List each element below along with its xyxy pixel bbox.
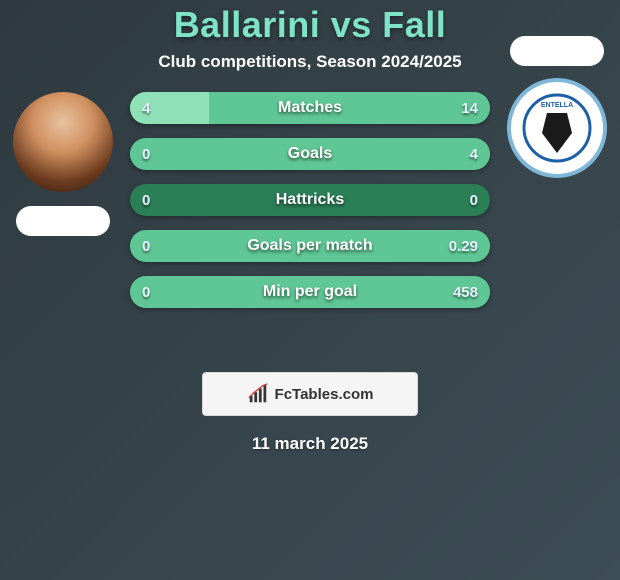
- stat-bars: 414Matches 04Goals 00Hattricks 00.29Goals p…: [130, 92, 490, 308]
- right-player-column: ENTELLA: [502, 138, 612, 178]
- stat-bar: 00.29Goals per match: [130, 230, 490, 262]
- brand-box[interactable]: FcTables.com: [202, 372, 418, 416]
- left-player-flag: [16, 206, 110, 236]
- stat-label: Matches: [130, 92, 490, 124]
- stat-bar: 414Matches: [130, 92, 490, 124]
- chart-icon: [247, 383, 269, 405]
- right-player-flag: [510, 36, 604, 66]
- stat-bar: 04Goals: [130, 138, 490, 170]
- root-panel: Ballarini vs Fall Club competitions, Sea…: [0, 0, 620, 580]
- stat-label: Goals: [130, 138, 490, 170]
- left-player-photo: [13, 92, 113, 192]
- left-player-column: [8, 92, 118, 236]
- stat-label: Goals per match: [130, 230, 490, 262]
- stat-label: Min per goal: [130, 276, 490, 308]
- comparison-area: ENTELLA 414Matches 04Goals 00Hattricks 00.2…: [0, 92, 620, 352]
- brand-text: FcTables.com: [275, 386, 374, 403]
- right-club-badge: ENTELLA: [507, 78, 607, 178]
- stat-bar: 00Hattricks: [130, 184, 490, 216]
- date-text: 11 march 2025: [0, 434, 620, 454]
- stat-bar: 0458Min per goal: [130, 276, 490, 308]
- badge-text: ENTELLA: [541, 102, 573, 109]
- entella-badge-icon: ENTELLA: [522, 93, 592, 163]
- stat-label: Hattricks: [130, 184, 490, 216]
